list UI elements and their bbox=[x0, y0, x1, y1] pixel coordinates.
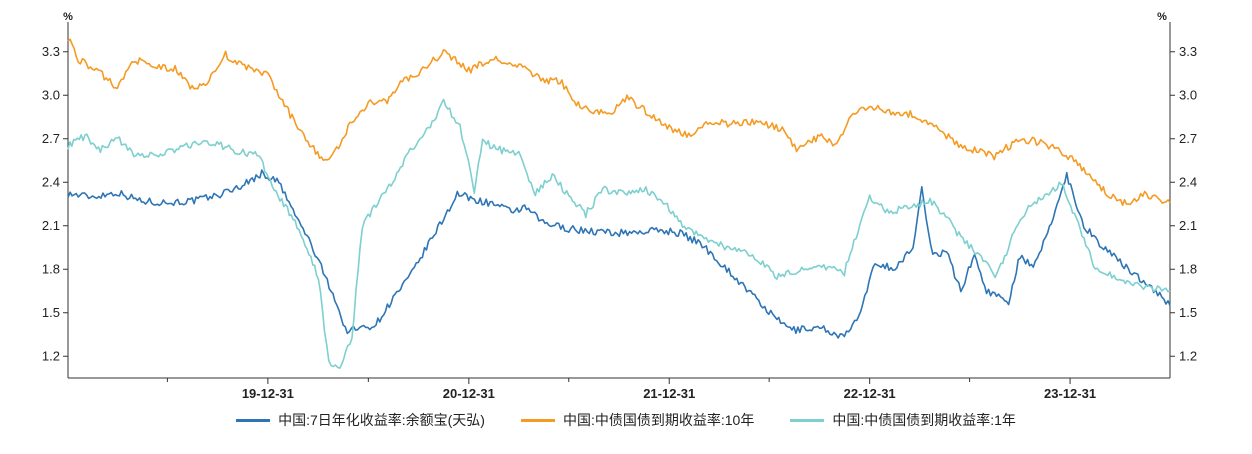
legend-swatch bbox=[790, 418, 825, 422]
x-tick-label: 23-12-31 bbox=[1044, 386, 1096, 400]
y-tick-label-left: 2.7 bbox=[42, 131, 60, 146]
axes-layer: % % 1.2 1.2 1.5 1.5 1.8 1.8 2.1 2.1 2.4 2.4 2.7 2.7 3.… bbox=[42, 11, 1197, 401]
y-unit-left: % bbox=[63, 11, 73, 23]
y-tick-label-right: 3.3 bbox=[1179, 44, 1197, 59]
y-tick-label-right: 1.2 bbox=[1179, 348, 1197, 363]
legend-label: 中国:7日年化收益率:余额宝(天弘) bbox=[278, 412, 485, 428]
legend-swatch bbox=[236, 418, 271, 422]
legend-item-0: 中国:7日年化收益率:余额宝(天弘) bbox=[236, 410, 485, 430]
series-line-0 bbox=[67, 169, 1171, 339]
legend-label: 中国:中债国债到期收益率:1年 bbox=[832, 412, 1016, 428]
x-tick-label: 22-12-31 bbox=[844, 386, 896, 400]
y-tick-label-right: 1.8 bbox=[1179, 261, 1197, 276]
y-tick-label-left: 2.1 bbox=[42, 218, 60, 233]
series-layer bbox=[67, 38, 1171, 369]
line-chart: % % 1.2 1.2 1.5 1.5 1.8 1.8 2.1 2.1 2.4 2.4 2.7 2.7 3.… bbox=[42, 11, 1197, 401]
y-tick-label-left: 1.2 bbox=[42, 348, 60, 363]
y-tick-label-left: 1.5 bbox=[42, 305, 60, 320]
legend-item-1: 中国:中债国债到期收益率:10年 bbox=[520, 410, 755, 430]
series-line-1 bbox=[67, 38, 1171, 206]
y-tick-label-left: 3.3 bbox=[42, 44, 60, 59]
legend-item-2: 中国:中债国债到期收益率:1年 bbox=[790, 410, 1016, 430]
y-tick-label-right: 1.5 bbox=[1179, 305, 1197, 320]
y-tick-label-right: 2.7 bbox=[1179, 131, 1197, 146]
y-unit-right: % bbox=[1157, 11, 1167, 23]
y-tick-label-right: 2.1 bbox=[1179, 218, 1197, 233]
y-tick-label-right: 2.4 bbox=[1179, 174, 1197, 189]
y-tick-label-left: 2.4 bbox=[42, 174, 60, 189]
y-tick-label-left: 1.8 bbox=[42, 261, 60, 276]
y-tick-label-left: 3.0 bbox=[42, 87, 60, 102]
legend: 中国:7日年化收益率:余额宝(天弘) 中国:中债国债到期收益率:10年 中国:中债国… bbox=[0, 410, 1252, 430]
legend-label: 中国:中债国债到期收益率:10年 bbox=[562, 412, 755, 428]
y-tick-label-right: 3.0 bbox=[1179, 87, 1197, 102]
x-tick-label: 21-12-31 bbox=[643, 386, 695, 400]
series-line-2 bbox=[67, 98, 1171, 369]
legend-swatch bbox=[520, 418, 555, 422]
x-tick-label: 19-12-31 bbox=[242, 386, 294, 400]
x-tick-label: 20-12-31 bbox=[443, 386, 495, 400]
